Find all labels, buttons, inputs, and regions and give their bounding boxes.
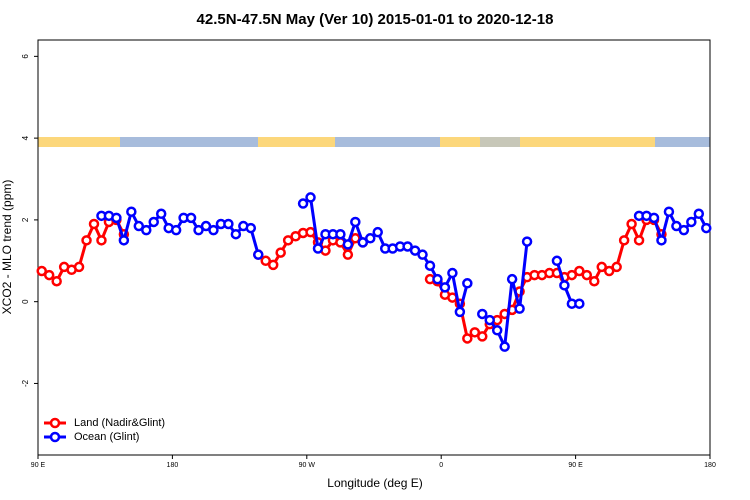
data-point: [589, 275, 600, 287]
data-point: [275, 247, 286, 258]
data-point: [462, 333, 473, 344]
data-point: [596, 261, 607, 273]
data-point: [551, 255, 563, 267]
legend-label: Ocean (Glint): [74, 431, 139, 443]
data-point: [133, 220, 145, 232]
data-point: [648, 212, 660, 224]
data-point: [663, 206, 675, 217]
data-point: [245, 222, 257, 234]
data-point: [424, 260, 436, 271]
data-point: [506, 273, 518, 285]
y-tick-label: 2: [21, 217, 30, 222]
x-tick-label: 180: [704, 462, 716, 469]
x-tick-label: 90 W: [299, 462, 316, 469]
legend-marker: [49, 417, 61, 429]
data-point: [469, 327, 481, 338]
data-point: [282, 235, 294, 246]
data-point: [51, 275, 62, 287]
data-point: [111, 212, 122, 224]
data-point: [193, 224, 204, 236]
data-point: [312, 243, 324, 254]
data-point: [230, 228, 242, 240]
x-axis-label: Longitude (deg E): [327, 476, 422, 490]
data-point: [267, 259, 279, 271]
data-point: [260, 255, 271, 267]
data-point: [611, 261, 622, 273]
data-point: [678, 224, 690, 236]
data-point: [454, 306, 466, 318]
y-tick-label: 0: [21, 299, 30, 304]
data-point: [372, 226, 383, 238]
data-point: [118, 235, 130, 246]
data-point: [208, 224, 219, 236]
data-point: [305, 192, 316, 203]
data-point: [499, 341, 510, 352]
data-point: [514, 303, 525, 314]
data-point: [477, 308, 488, 320]
data-point: [581, 269, 593, 281]
data-point: [200, 220, 212, 232]
data-point: [417, 249, 428, 260]
data-point: [409, 245, 421, 256]
x-tick-label: 90 E: [568, 462, 583, 469]
data-point: [439, 282, 451, 293]
data-point: [170, 224, 182, 236]
data-point: [148, 216, 159, 228]
data-point: [335, 228, 346, 240]
data-point: [357, 237, 369, 248]
data-point: [656, 235, 667, 246]
y-tick-label: 4: [21, 135, 30, 140]
chart-title: 42.5N-47.5N May (Ver 10) 2015-01-01 to 2…: [197, 11, 554, 28]
x-tick-label: 0: [439, 462, 443, 469]
data-point: [559, 280, 570, 291]
data-point: [305, 226, 316, 238]
data-point: [73, 261, 85, 273]
data-point: [626, 218, 637, 230]
data-point: [477, 331, 488, 342]
data-point: [141, 224, 152, 236]
data-point: [693, 208, 705, 220]
y-tick-label: -2: [21, 379, 30, 387]
data-point: [185, 212, 197, 224]
data-point: [155, 208, 167, 220]
data-point: [574, 298, 585, 309]
data-point: [253, 249, 264, 260]
data-point: [223, 218, 234, 230]
data-point: [566, 269, 578, 281]
data-point: [574, 265, 585, 277]
data-point: [297, 198, 309, 209]
data-point: [432, 273, 443, 285]
legend-marker: [49, 431, 61, 443]
data-point: [36, 265, 47, 277]
data-point: [491, 325, 503, 336]
data-point: [633, 235, 645, 246]
data-point: [350, 216, 361, 228]
data-point: [686, 216, 697, 228]
data-point: [88, 218, 100, 230]
data-point: [342, 239, 354, 250]
data-point: [484, 314, 495, 326]
data-point: [671, 220, 682, 232]
legend-label: Land (Nadir&Glint): [74, 417, 165, 429]
data-point: [96, 235, 107, 246]
data-point: [462, 278, 473, 289]
y-axis-label: XCO2 - MLO trend (ppm): [0, 180, 14, 315]
data-point: [603, 265, 615, 277]
data-point: [365, 233, 376, 244]
land-ocean-strip: [38, 137, 710, 147]
data-point: [342, 249, 354, 260]
y-tick-label: 6: [21, 54, 30, 59]
data-point: [618, 235, 630, 246]
data-point: [701, 222, 712, 234]
data-point: [81, 235, 92, 246]
data-point: [447, 267, 458, 279]
data-point: [402, 241, 413, 252]
data-point: [521, 236, 533, 247]
data-point: [43, 269, 55, 281]
x-tick-label: 180: [167, 462, 179, 469]
x-tick-label: 90 E: [31, 462, 46, 469]
data-point: [126, 206, 137, 217]
plot-frame: [37, 39, 711, 456]
